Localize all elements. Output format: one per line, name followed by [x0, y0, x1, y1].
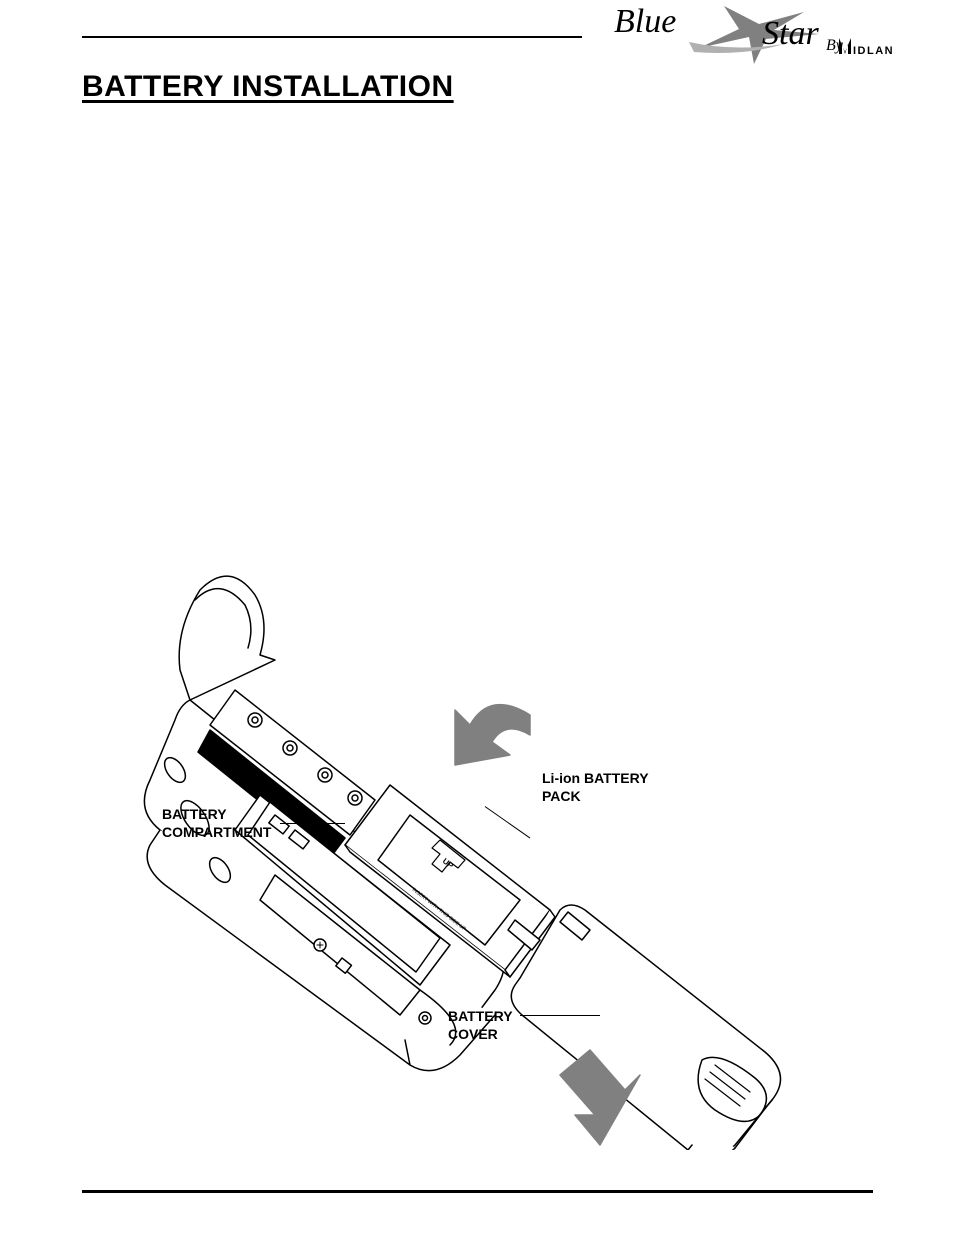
insert-arrow-icon [455, 705, 530, 765]
footer-rule [82, 1190, 873, 1193]
callout-pack-l2: PACK [542, 788, 649, 806]
callout-compartment-l1: BATTERY [162, 806, 271, 824]
callout-compartment-l2: COMPARTMENT [162, 824, 271, 842]
callout-cover-l2: COVER [448, 1026, 513, 1044]
callout-cover: BATTERY COVER [448, 1008, 513, 1043]
logo-brand-text: IDLAND [853, 45, 894, 57]
leader-compartment [280, 823, 345, 824]
logo-star-text: Star [762, 15, 819, 52]
callout-cover-l1: BATTERY [448, 1008, 513, 1026]
header-rule [82, 36, 582, 38]
callout-compartment: BATTERY COMPARTMENT [162, 806, 271, 841]
leader-cover [520, 1015, 600, 1016]
battery-diagram: UP INSERT WITH THIS SIDE UP [120, 570, 840, 1150]
midland-logo: IDLAND [839, 38, 894, 57]
battery-cover [511, 905, 780, 1150]
logo-blue-text: Blue [614, 4, 676, 40]
callout-pack-l1: Li-ion BATTERY [542, 770, 649, 788]
page-title: BATTERY INSTALLATION [82, 70, 454, 104]
brand-logo: Blue Star By IDLAND [604, 4, 894, 68]
callout-pack: Li-ion BATTERY PACK [542, 770, 649, 805]
